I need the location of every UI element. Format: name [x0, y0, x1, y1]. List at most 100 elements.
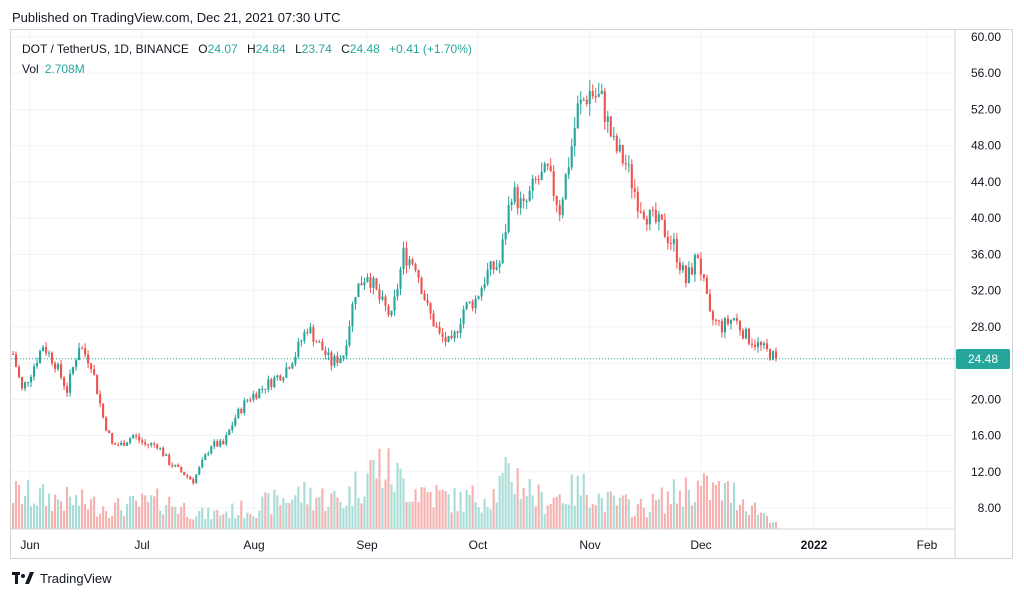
volume-bar — [711, 482, 714, 529]
candle-body — [32, 366, 36, 377]
volume-bar — [639, 498, 642, 529]
volume-bar — [708, 500, 711, 529]
volume-bar — [549, 503, 552, 529]
candle-body — [315, 341, 318, 343]
candle-body — [486, 269, 489, 285]
volume-bar — [315, 498, 318, 529]
volume-bar — [681, 506, 684, 529]
volume-bar — [312, 510, 315, 529]
candle-body — [204, 454, 207, 460]
volume-bar — [276, 495, 279, 529]
volume-bar — [459, 491, 462, 529]
y-tick-label: 32.00 — [971, 284, 1001, 298]
volume-bar — [744, 511, 748, 529]
volume-bar — [345, 505, 348, 529]
volume-bar — [93, 496, 96, 529]
volume-bar — [753, 502, 757, 529]
volume-bar — [366, 473, 369, 529]
volume-bar — [522, 487, 525, 529]
volume-bar — [123, 516, 126, 529]
candle-body — [690, 267, 693, 275]
candle-body — [192, 479, 195, 484]
candle-body — [195, 474, 198, 484]
candle-body — [771, 351, 775, 360]
volume-bar — [723, 482, 726, 529]
volume-bar — [678, 490, 681, 529]
volume-bar — [20, 504, 24, 529]
open-value: 24.07 — [207, 42, 238, 56]
volume-bar — [378, 448, 381, 529]
volume-bar — [78, 505, 81, 529]
low-value: 23.74 — [301, 42, 332, 56]
volume-bar — [402, 478, 405, 529]
candle-body — [333, 355, 336, 366]
candle-body — [573, 128, 576, 147]
volume-bar — [540, 491, 543, 529]
candle-body — [132, 435, 135, 439]
volume-bar — [462, 511, 465, 529]
candle-body — [429, 303, 432, 314]
candle-body — [600, 90, 603, 94]
volume-bar — [135, 500, 138, 529]
candle-body — [759, 342, 763, 346]
candle-body — [243, 400, 246, 414]
candle-body — [189, 476, 192, 480]
candle-body — [393, 296, 396, 311]
candle-body — [426, 300, 429, 304]
volume-bar — [705, 475, 708, 529]
candle-body — [396, 288, 399, 297]
candle-body — [402, 247, 405, 270]
volume-bar — [14, 481, 18, 529]
volume-bar — [693, 501, 696, 529]
chart-frame[interactable] — [10, 29, 1013, 559]
candle-body — [594, 96, 597, 98]
volume-bar — [420, 487, 423, 529]
candle-body — [468, 301, 471, 303]
candle-body — [522, 198, 525, 202]
candle-body — [288, 367, 291, 369]
candle-body — [693, 255, 696, 275]
volume-bar — [534, 506, 537, 529]
candle-body — [660, 214, 663, 220]
volume-bar — [156, 488, 159, 529]
volume-bar — [612, 495, 615, 529]
volume-bar — [300, 502, 303, 529]
volume-bar — [669, 504, 672, 529]
candle-body — [183, 471, 186, 476]
candle-body — [44, 347, 48, 354]
candle-body — [168, 454, 171, 465]
candle-body — [72, 366, 75, 374]
volume-bar — [585, 494, 588, 529]
candle-body — [309, 327, 312, 333]
volume-bar — [435, 485, 438, 529]
candle-body — [750, 343, 754, 345]
volume-bar — [201, 507, 204, 529]
candle-body — [546, 163, 549, 166]
volume-bar — [510, 481, 513, 529]
candle-body — [135, 435, 138, 437]
volume-bar — [180, 506, 183, 529]
candle-body — [90, 363, 93, 370]
candle-body — [294, 356, 297, 364]
volume-bar — [372, 459, 375, 529]
volume-bar — [174, 506, 177, 529]
volume-bar — [147, 501, 150, 529]
footer-brand[interactable]: TradingView — [12, 571, 112, 586]
candle-body — [336, 355, 339, 363]
candle-body — [69, 373, 72, 393]
candle-body — [219, 440, 222, 447]
volume-bar — [44, 506, 48, 529]
candle-body — [54, 363, 57, 369]
candle-body — [273, 377, 276, 387]
volume-bar — [306, 504, 309, 529]
candle-body — [558, 205, 561, 215]
volume-bar — [414, 489, 417, 529]
candle-body — [648, 209, 651, 225]
candle-body — [747, 328, 751, 344]
volume-bar — [690, 505, 693, 529]
volume-bar — [219, 515, 222, 529]
volume-bar — [390, 484, 393, 529]
volume-bar — [465, 489, 468, 529]
candle-body — [480, 287, 483, 297]
